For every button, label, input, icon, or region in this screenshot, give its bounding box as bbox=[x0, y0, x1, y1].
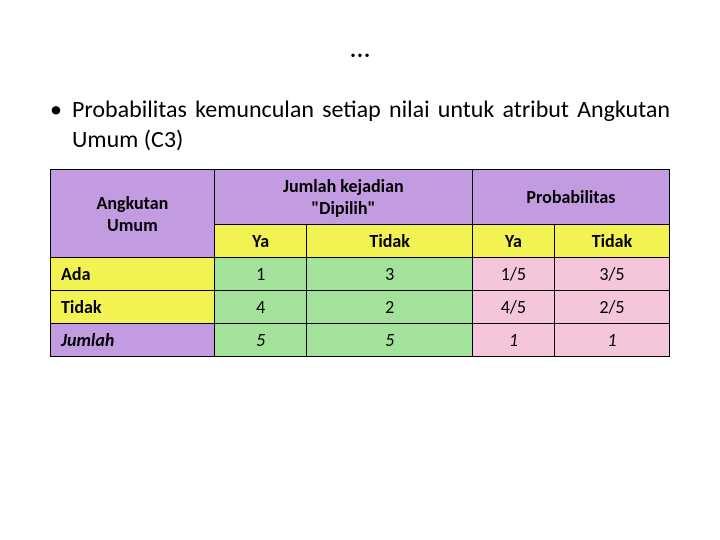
table-row: Ada 1 3 1/5 3/5 bbox=[51, 258, 670, 291]
slide-title: … bbox=[50, 30, 670, 65]
cell: 1 bbox=[214, 258, 307, 291]
row-label: Ada bbox=[51, 258, 215, 291]
row-label: Jumlah bbox=[51, 324, 215, 357]
header-row-label-l2: Umum bbox=[107, 214, 158, 236]
header-row-1: Angkutan Umum Jumlah kejadian "Dipilih" … bbox=[51, 170, 670, 225]
cell: 3 bbox=[307, 258, 472, 291]
header-group-1: Jumlah kejadian "Dipilih" bbox=[214, 170, 472, 225]
bullet-item: • Probabilitas kemunculan setiap nilai u… bbox=[50, 95, 670, 155]
subheader-cell: Tidak bbox=[307, 225, 472, 258]
header-group-2: Probabilitas bbox=[472, 170, 669, 225]
subheader-cell: Ya bbox=[214, 225, 307, 258]
cell: 1 bbox=[554, 324, 669, 357]
cell: 4/5 bbox=[472, 291, 554, 324]
cell: 1/5 bbox=[472, 258, 554, 291]
header-row-label-l1: Angkutan bbox=[96, 192, 168, 214]
subheader-cell: Tidak bbox=[554, 225, 669, 258]
table-row: Jumlah 5 5 1 1 bbox=[51, 324, 670, 357]
subheader-cell: Ya bbox=[472, 225, 554, 258]
header-group-1-l1: Jumlah kejadian bbox=[283, 175, 404, 197]
cell: 5 bbox=[307, 324, 472, 357]
bullet-text: Probabilitas kemunculan setiap nilai unt… bbox=[72, 95, 670, 155]
cell: 5 bbox=[214, 324, 307, 357]
row-label: Tidak bbox=[51, 291, 215, 324]
cell: 1 bbox=[472, 324, 554, 357]
cell: 2 bbox=[307, 291, 472, 324]
header-group-1-l2: "Dipilih" bbox=[311, 197, 375, 219]
cell: 2/5 bbox=[554, 291, 669, 324]
cell: 4 bbox=[214, 291, 307, 324]
bullet-dot: • bbox=[50, 95, 72, 155]
header-row-label: Angkutan Umum bbox=[51, 170, 215, 258]
table-row: Tidak 4 2 4/5 2/5 bbox=[51, 291, 670, 324]
cell: 3/5 bbox=[554, 258, 669, 291]
probability-table: Angkutan Umum Jumlah kejadian "Dipilih" … bbox=[50, 169, 670, 357]
